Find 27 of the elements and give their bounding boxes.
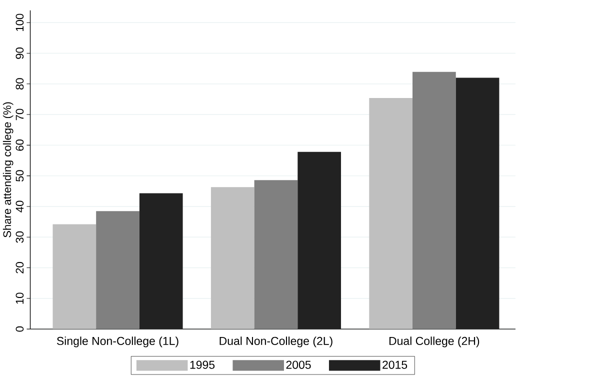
bar	[52, 224, 96, 330]
y-tick-label: 30	[16, 232, 24, 243]
y-tick-label: 80	[16, 78, 24, 90]
legend-label: 2015	[382, 360, 408, 370]
bar	[369, 98, 413, 330]
y-axis-title: Share attending college (%)	[2, 102, 14, 238]
x-tick-label: Single Non-College (1L)	[56, 336, 178, 348]
y-tick-label: 60	[16, 140, 24, 151]
legend-label: 2005	[286, 360, 311, 370]
y-tick-label: 40	[16, 200, 24, 213]
y-tick-label: 0	[16, 326, 24, 332]
bar	[254, 180, 298, 330]
bar	[96, 211, 140, 330]
y-tick-label: 50	[16, 170, 24, 182]
y-tick-label: 70	[16, 108, 24, 120]
x-tick-label: Dual Non-College (2L)	[220, 336, 332, 348]
bar	[210, 187, 254, 330]
bar	[139, 193, 183, 330]
y-tick-label: 100	[16, 14, 24, 32]
bar	[298, 152, 341, 330]
y-tick-label: 10	[16, 292, 24, 304]
bar	[456, 78, 500, 330]
y-tick-label: 90	[16, 48, 24, 60]
y-tick-label: 20	[16, 262, 24, 274]
x-tick-label: Dual College (2H)	[389, 336, 480, 348]
legend-label: 1995	[190, 360, 215, 370]
bar	[412, 72, 456, 330]
